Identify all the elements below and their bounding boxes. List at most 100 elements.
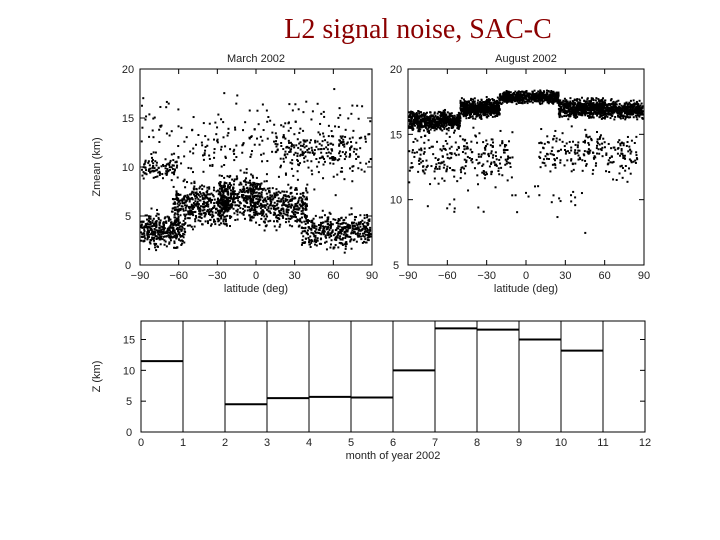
august-point	[589, 105, 592, 108]
march-point	[169, 239, 172, 242]
march-point	[323, 115, 326, 118]
march-point	[300, 232, 303, 235]
march-point	[178, 204, 181, 207]
march-point	[218, 187, 221, 190]
march-point	[238, 201, 241, 204]
march-point	[298, 219, 301, 222]
march-point	[366, 227, 369, 230]
august-point	[516, 94, 519, 97]
march-point	[173, 152, 176, 155]
march-point	[251, 190, 254, 193]
march-point	[235, 178, 238, 181]
march-point	[151, 160, 154, 163]
march-point	[330, 232, 333, 235]
march-point	[331, 157, 334, 160]
march-point	[294, 120, 297, 123]
august-point	[595, 111, 598, 114]
august-point	[465, 105, 468, 108]
march-point	[268, 197, 271, 200]
august-point	[523, 95, 526, 98]
march-point	[277, 197, 280, 200]
march-point	[224, 220, 227, 223]
march-point	[294, 188, 297, 191]
august-point	[464, 113, 467, 116]
august-point	[527, 96, 530, 99]
march-point	[363, 235, 366, 238]
march-point	[177, 145, 180, 148]
august-point	[578, 101, 581, 104]
august-point	[595, 107, 598, 110]
august-point	[494, 114, 497, 117]
august-point	[447, 117, 450, 120]
march-point	[302, 212, 305, 215]
march-point	[287, 183, 290, 186]
march-point	[273, 220, 276, 223]
march-point	[331, 158, 334, 161]
march-point	[155, 242, 158, 245]
august-point	[445, 128, 448, 131]
march-point	[175, 191, 178, 194]
march-point	[337, 220, 340, 223]
march-point	[278, 210, 281, 213]
august-point	[434, 126, 437, 129]
august-point	[582, 109, 585, 112]
march-point	[271, 187, 274, 190]
march-point	[228, 225, 231, 228]
march-point	[168, 166, 171, 169]
march-point	[305, 215, 308, 218]
march-point	[220, 165, 223, 168]
march-point	[280, 209, 283, 212]
march-point	[208, 186, 211, 189]
august-point	[439, 117, 442, 120]
august-point	[528, 100, 531, 103]
august-point	[482, 107, 485, 110]
march-point	[305, 220, 308, 223]
august-point	[413, 113, 416, 116]
august-point	[570, 111, 573, 114]
august-point	[416, 116, 419, 119]
august-point	[556, 101, 559, 104]
march-point	[352, 129, 355, 132]
march-point	[242, 199, 245, 202]
august-point	[586, 98, 589, 101]
august-point	[438, 124, 441, 127]
august-point	[467, 100, 470, 103]
march-point	[316, 102, 319, 105]
march-point	[148, 168, 151, 171]
march-point	[236, 193, 239, 196]
march-point	[180, 162, 183, 165]
august-point	[426, 128, 429, 131]
august-point	[431, 125, 434, 128]
august-point	[583, 104, 586, 107]
march-point	[281, 204, 284, 207]
march-point	[223, 185, 226, 188]
march-point	[261, 205, 264, 208]
august-point	[440, 125, 443, 128]
august-point	[425, 124, 428, 127]
august-point	[514, 90, 517, 93]
august-point	[438, 111, 441, 114]
march-point	[304, 208, 307, 211]
march-point	[233, 193, 236, 196]
march-point	[173, 246, 176, 249]
march-point	[273, 140, 276, 143]
march-point	[275, 194, 278, 197]
march-point	[153, 116, 156, 119]
august-point	[418, 112, 421, 115]
march-point	[311, 219, 314, 222]
march-point	[220, 195, 223, 198]
august-point	[571, 106, 574, 109]
march-point	[283, 190, 286, 193]
august-point	[448, 120, 451, 123]
august-point	[453, 131, 456, 134]
march-point	[363, 170, 366, 173]
march-point	[292, 215, 295, 218]
march-point	[349, 147, 352, 150]
march-point	[288, 150, 291, 153]
march-point	[160, 233, 163, 236]
march-point	[253, 190, 256, 193]
august-point	[511, 97, 514, 100]
march-point	[226, 188, 229, 191]
august-point	[509, 94, 512, 97]
march-point	[350, 238, 353, 241]
